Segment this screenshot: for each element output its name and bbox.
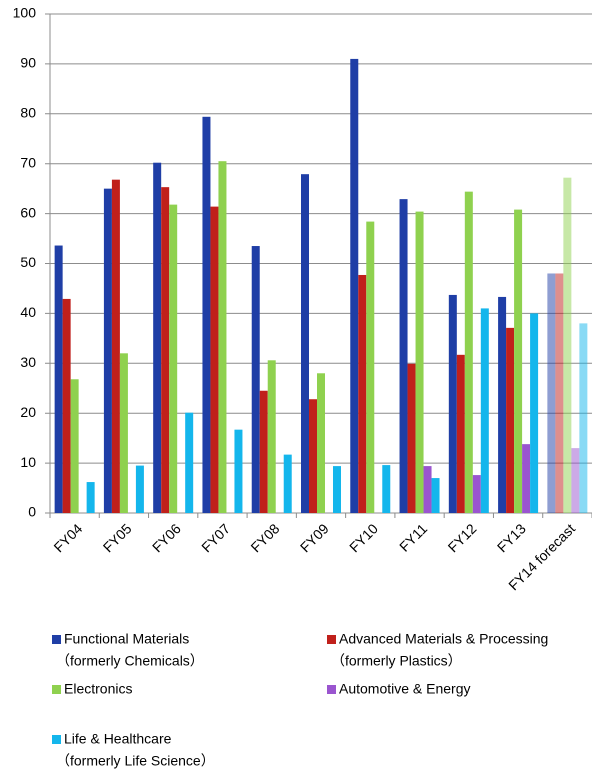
bar (547, 273, 556, 513)
legend-sublabel: （formerly Plastics） (331, 653, 462, 669)
bar (358, 274, 367, 513)
x-tick-label: FY06 (149, 520, 184, 555)
bar (456, 354, 465, 513)
bar (70, 379, 79, 513)
bar (407, 363, 416, 513)
y-tick-label: 100 (13, 5, 37, 21)
bar (563, 177, 572, 513)
x-tick-label: FY04 (50, 520, 85, 555)
bar (431, 478, 440, 513)
y-tick-label: 50 (20, 254, 36, 270)
x-tick-label: FY12 (445, 520, 480, 555)
bar (234, 429, 243, 513)
legend-swatch (52, 635, 61, 644)
x-tick-label: FY07 (198, 520, 233, 555)
bar (415, 211, 424, 513)
bar (103, 188, 112, 513)
y-tick-label: 20 (20, 404, 36, 420)
bar (54, 245, 63, 513)
bar (506, 327, 515, 513)
bar (86, 482, 95, 513)
x-tick-label: FY09 (297, 520, 332, 555)
bar (185, 412, 194, 513)
bar (498, 296, 507, 513)
y-tick-label: 40 (20, 304, 36, 320)
y-tick-label: 80 (20, 105, 36, 121)
x-tick-label: FY08 (247, 520, 282, 555)
x-tick-label: FY11 (396, 520, 430, 554)
legend-label: Functional Materials (64, 631, 189, 647)
bar (382, 465, 391, 513)
bar (135, 465, 144, 513)
bar (202, 116, 211, 513)
bar (259, 390, 268, 513)
bar (350, 58, 359, 513)
y-tick-label: 10 (20, 454, 36, 470)
y-tick-label: 90 (20, 55, 36, 71)
y-tick-label: 70 (20, 154, 36, 170)
bar (161, 187, 170, 513)
bar (448, 294, 457, 513)
bar (333, 466, 341, 513)
legend-label: Life & Healthcare (64, 731, 172, 747)
bar (169, 204, 178, 514)
legend-label: Electronics (64, 681, 132, 697)
bar (309, 399, 317, 513)
bar (317, 373, 325, 513)
bar (555, 273, 564, 513)
bar (423, 466, 432, 513)
bar (464, 191, 473, 514)
x-tick-label: FY05 (100, 520, 135, 555)
bar (514, 209, 523, 513)
legend-swatch (52, 735, 61, 744)
bar (218, 161, 227, 513)
bar (472, 475, 481, 513)
bar (62, 298, 71, 513)
bar (251, 246, 260, 513)
bar (267, 360, 276, 513)
bar (530, 313, 539, 513)
legend-sublabel: （formerly Chemicals） (56, 653, 204, 669)
y-tick-label: 60 (20, 204, 36, 220)
bar (399, 199, 408, 513)
bar (571, 448, 580, 513)
bar (119, 353, 128, 513)
bar (111, 179, 120, 513)
legend-swatch (327, 635, 336, 644)
legend-label: Automotive & Energy (339, 681, 471, 697)
bar (301, 174, 309, 513)
legend-swatch (52, 685, 61, 694)
bar (210, 206, 219, 513)
bar (283, 454, 292, 513)
bar (579, 323, 588, 513)
legend-sublabel: （formerly Life Science） (56, 753, 215, 769)
x-tick-label: FY10 (346, 520, 381, 555)
bar (480, 308, 489, 513)
bar (522, 444, 531, 513)
y-tick-label: 30 (20, 354, 36, 370)
legend-swatch (327, 685, 336, 694)
bar (366, 221, 375, 514)
x-tick-label: FY13 (494, 520, 529, 555)
legend-label: Advanced Materials & Processing (339, 631, 548, 647)
bar (153, 162, 162, 513)
y-tick-label: 0 (28, 504, 36, 520)
